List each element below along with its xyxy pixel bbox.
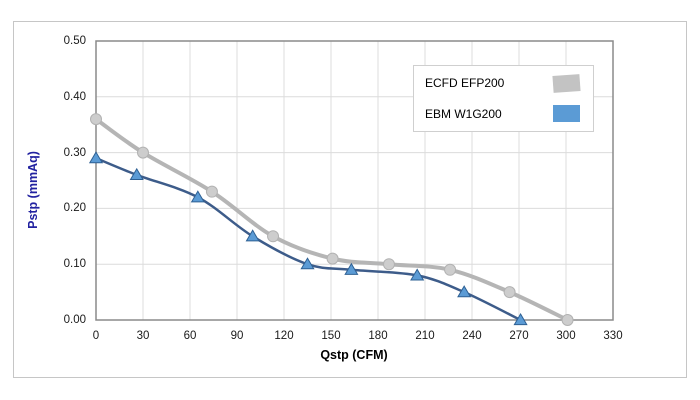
data-point-marker-ebm-w1g200 xyxy=(245,229,260,242)
x-tick-label: 210 xyxy=(415,330,435,342)
x-tick-label: 300 xyxy=(556,330,576,342)
data-point-marker-ecfd-efp200 xyxy=(205,185,218,198)
y-tick-label: 0.10 xyxy=(63,258,86,271)
legend-swatch-ebm-w1g200 xyxy=(553,105,580,123)
x-tick-label: 90 xyxy=(230,330,244,342)
legend-label-ebm-w1g200: EBM W1G200 xyxy=(425,106,502,121)
y-axis-ticks: 0.00 0.10 0.20 0.30 0.40 0.50 xyxy=(0,0,86,400)
x-tick-label: 0 xyxy=(92,330,100,342)
data-point-marker-ebm-w1g200 xyxy=(410,268,425,281)
y-axis-title: Pstp (mmAq) xyxy=(26,151,40,229)
y-tick-label: 0.40 xyxy=(63,90,86,103)
x-tick-label: 330 xyxy=(603,330,623,342)
data-point-marker-ecfd-efp200 xyxy=(137,146,149,159)
data-point-marker-ebm-w1g200 xyxy=(457,285,472,298)
x-tick-label: 30 xyxy=(136,330,150,342)
x-tick-label: 120 xyxy=(274,330,294,342)
data-point-marker-ebm-w1g200 xyxy=(129,167,144,181)
data-point-marker-ecfd-efp200 xyxy=(503,286,516,299)
data-point-marker-ecfd-efp200 xyxy=(561,314,574,326)
x-tick-label: 180 xyxy=(368,330,388,342)
legend-item-ebm-w1g200: EBM W1G200 xyxy=(414,99,593,130)
y-tick-label: 0.20 xyxy=(63,202,86,215)
legend-swatch-ecfd-efp200 xyxy=(552,73,581,93)
plot-border xyxy=(95,40,614,321)
y-tick-label: 0.00 xyxy=(63,314,86,326)
data-point-marker-ecfd-efp200 xyxy=(90,113,102,126)
y-tick-label: 0.30 xyxy=(63,146,86,159)
data-point-marker-ebm-w1g200 xyxy=(513,313,528,326)
data-point-marker-ecfd-efp200 xyxy=(326,252,339,265)
y-tick-label: 0.50 xyxy=(63,35,86,47)
data-point-marker-ebm-w1g200 xyxy=(300,257,315,270)
data-point-marker-ebm-w1g200 xyxy=(88,151,104,164)
data-point-marker-ecfd-efp200 xyxy=(382,258,395,271)
x-tick-label: 270 xyxy=(509,330,529,342)
x-axis-title: Qstp (CFM) xyxy=(320,348,388,362)
data-point-marker-ebm-w1g200 xyxy=(344,262,359,275)
data-point-marker-ecfd-efp200 xyxy=(267,230,280,243)
x-tick-label: 240 xyxy=(462,330,482,342)
data-point-marker-ebm-w1g200 xyxy=(190,190,205,203)
data-point-marker-ecfd-efp200 xyxy=(444,263,457,276)
legend: ECFD EFP200 EBM W1G200 xyxy=(413,65,594,132)
legend-label-ecfd-efp200: ECFD EFP200 xyxy=(425,76,505,91)
x-tick-label: 150 xyxy=(321,330,341,342)
x-tick-label: 60 xyxy=(183,330,197,342)
legend-item-ecfd-efp200: ECFD EFP200 xyxy=(414,68,593,99)
